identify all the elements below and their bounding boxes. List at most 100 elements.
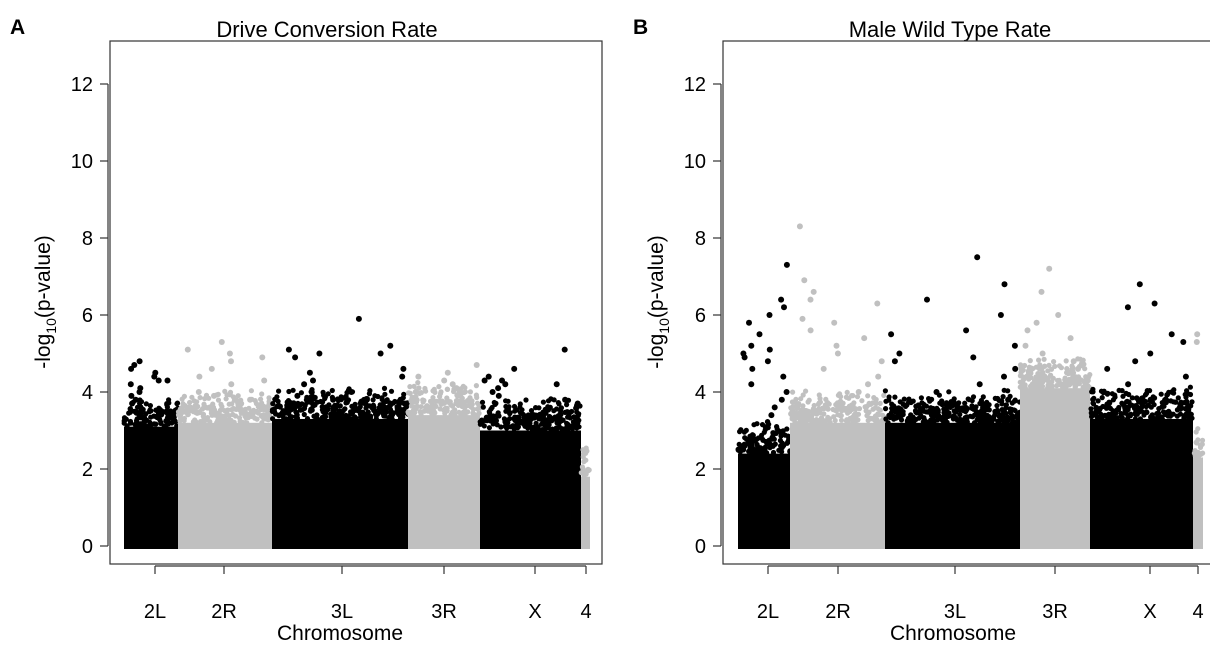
- snp-point: [397, 406, 403, 412]
- snp-point: [189, 394, 195, 400]
- snp-point: [881, 392, 887, 398]
- snp-point: [270, 416, 276, 422]
- snp-point: [1069, 375, 1075, 381]
- snp-outlier-point: [581, 469, 588, 476]
- snp-point: [1003, 402, 1010, 408]
- snp-point: [522, 413, 528, 419]
- dense-points-block: [581, 476, 590, 549]
- snp-point: [1105, 390, 1111, 396]
- snp-point: [762, 427, 768, 433]
- chromosome-points-2l: [735, 261, 793, 549]
- snp-point: [566, 425, 572, 431]
- snp-point: [187, 399, 193, 406]
- snp-point: [835, 392, 842, 398]
- snp-outlier-point: [136, 389, 143, 395]
- snp-point: [764, 419, 771, 425]
- snp-outlier-point: [970, 354, 977, 361]
- snp-outlier-point: [151, 373, 158, 380]
- snp-point: [221, 415, 227, 421]
- snp-point: [1143, 409, 1149, 415]
- snp-outlier-point: [453, 385, 460, 392]
- snp-point: [1137, 416, 1143, 422]
- snp-point: [181, 418, 187, 424]
- snp-point: [810, 418, 816, 424]
- snp-point: [1081, 361, 1087, 367]
- snp-point: [971, 406, 977, 412]
- snp-point: [579, 464, 586, 470]
- snp-point: [245, 415, 251, 421]
- panel-a-x-axis: 2L 2R 3L 3R X 4: [144, 565, 592, 623]
- snp-point: [1110, 397, 1116, 403]
- snp-point: [1175, 395, 1181, 401]
- snp-point: [1062, 375, 1068, 381]
- snp-point: [806, 397, 812, 403]
- snp-point: [1119, 415, 1125, 421]
- snp-point: [219, 404, 225, 410]
- snp-point: [477, 419, 483, 425]
- snp-point: [1193, 439, 1199, 445]
- snp-point: [800, 403, 806, 409]
- snp-point: [1112, 392, 1118, 398]
- y-tick-label: 4: [82, 382, 93, 404]
- snp-point: [1183, 394, 1189, 400]
- snp-outlier-point: [562, 396, 569, 403]
- snp-outlier-point: [820, 365, 827, 372]
- snp-point: [283, 416, 289, 422]
- snp-point: [1046, 362, 1052, 368]
- snp-outlier-point: [778, 396, 785, 403]
- snp-outlier-point: [801, 277, 808, 284]
- snp-point: [203, 392, 210, 398]
- snp-outlier-point: [129, 400, 136, 407]
- panel-b-y-label-main: -log: [645, 334, 668, 369]
- x-tick-label-3l: 3L: [944, 601, 966, 623]
- snp-point: [581, 451, 587, 457]
- panel-b-points: [735, 223, 1206, 549]
- snp-point: [157, 408, 163, 414]
- snp-point: [433, 403, 439, 409]
- snp-point: [507, 416, 513, 422]
- snp-outlier-point: [574, 400, 581, 407]
- snp-point: [800, 392, 806, 398]
- snp-point: [1062, 381, 1068, 387]
- snp-point: [441, 400, 448, 406]
- snp-outlier-point: [1001, 281, 1008, 288]
- snp-outlier-point: [355, 315, 362, 322]
- snp-point: [838, 412, 844, 418]
- snp-outlier-point: [387, 342, 394, 349]
- snp-point: [528, 408, 535, 414]
- snp-point: [854, 394, 861, 400]
- snp-point: [1119, 388, 1125, 394]
- snp-point: [883, 406, 889, 412]
- snp-point: [586, 467, 592, 473]
- snp-outlier-point: [833, 342, 840, 349]
- snp-outlier-point: [247, 396, 254, 403]
- snp-point: [1189, 399, 1195, 405]
- snp-point: [817, 399, 824, 405]
- snp-point: [999, 401, 1005, 407]
- snp-point: [128, 408, 134, 414]
- snp-point: [1039, 383, 1046, 389]
- snp-point: [411, 410, 417, 416]
- snp-point: [493, 418, 499, 424]
- snp-point: [1085, 378, 1091, 384]
- snp-point: [449, 411, 455, 417]
- snp-outlier-point: [1104, 365, 1111, 372]
- snp-point: [570, 423, 576, 430]
- panel-b: B Male Wild Type Rate 0 2 4 6 8 10 12 2L 2R 3L 3R…: [633, 16, 1210, 645]
- snp-point: [1048, 366, 1055, 372]
- snp-outlier-point: [441, 377, 448, 384]
- snp-point: [771, 436, 777, 442]
- panel-a-title: Drive Conversion Rate: [216, 17, 437, 42]
- snp-point: [233, 406, 239, 412]
- snp-outlier-point: [1151, 300, 1158, 307]
- snp-point: [1181, 415, 1187, 421]
- panel-a-y-axis-label: -log10(p-value): [32, 235, 59, 368]
- snp-point: [1075, 376, 1081, 382]
- dense-points-block: [790, 422, 885, 549]
- snp-point: [462, 408, 468, 414]
- snp-point: [820, 406, 826, 412]
- snp-point: [179, 407, 185, 413]
- snp-point: [388, 409, 394, 415]
- snp-outlier-point: [878, 358, 885, 365]
- snp-outlier-point: [874, 300, 881, 307]
